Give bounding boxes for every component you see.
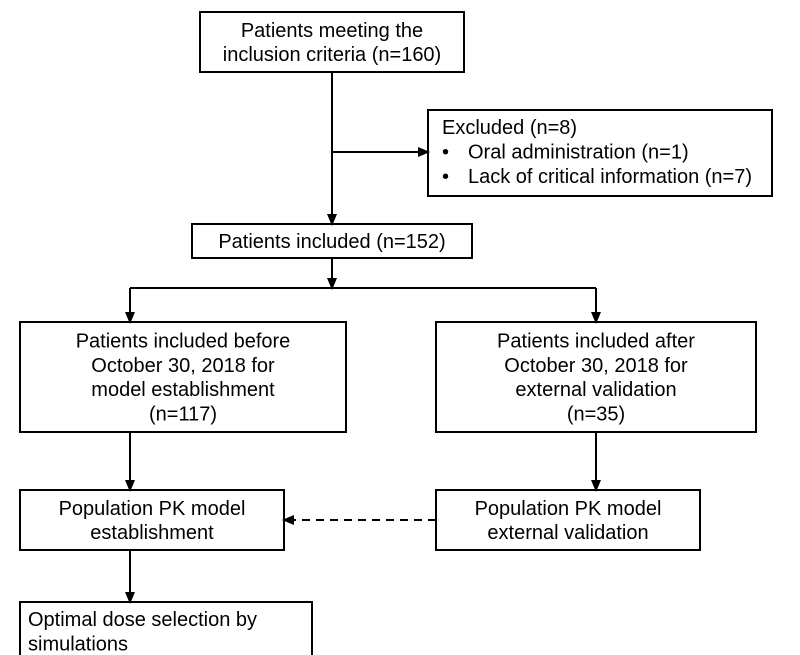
svg-text:•: •: [442, 166, 449, 188]
node-inclusion: Patients meeting theinclusion criteria (…: [200, 12, 464, 72]
svg-text:Excluded (n=8): Excluded (n=8): [442, 117, 577, 139]
svg-text:Optimal dose selection by: Optimal dose selection by: [28, 609, 257, 631]
svg-text:simulations: simulations: [28, 633, 128, 655]
svg-text:Patients meeting the: Patients meeting the: [241, 20, 423, 42]
svg-text:(n=35): (n=35): [567, 404, 625, 426]
node-validation-set: Patients included after October 30, 2018 …: [436, 322, 756, 432]
node-model-set: Patients included before October 30, 2018…: [20, 322, 346, 432]
svg-text:Patients included after: Patients included after: [497, 330, 695, 352]
svg-text:external validation: external validation: [515, 379, 676, 401]
svg-text:establishment: establishment: [90, 522, 214, 544]
svg-text:inclusion criteria (n=160): inclusion criteria (n=160): [223, 44, 441, 66]
svg-text:Lack of critical information (: Lack of critical information (n=7): [468, 166, 752, 188]
node-pk-establish: Population PK modelestablishment: [20, 490, 284, 550]
svg-text:(n=117): (n=117): [149, 404, 217, 426]
svg-text:October 30, 2018 for: October 30, 2018 for: [91, 355, 275, 377]
svg-text:Population PK model: Population PK model: [59, 498, 246, 520]
node-excluded: Excluded (n=8)•Oral administration (n=1)…: [428, 110, 772, 196]
node-included: Patients included (n=152): [192, 224, 472, 258]
svg-text:model establishment: model establishment: [91, 379, 275, 401]
svg-text:Patients included (n=152): Patients included (n=152): [218, 231, 445, 253]
node-pk-ext-valid: Population PK modelexternal validation: [436, 490, 700, 550]
svg-text:external validation: external validation: [487, 522, 648, 544]
node-optimal: Optimal dose selection bysimulations: [20, 602, 312, 655]
svg-text:Patients included before: Patients included before: [76, 330, 291, 352]
svg-text:Oral administration (n=1): Oral administration (n=1): [468, 141, 689, 163]
svg-text:October 30, 2018 for: October 30, 2018 for: [504, 355, 688, 377]
svg-text:•: •: [442, 141, 449, 163]
svg-text:Population PK model: Population PK model: [475, 498, 662, 520]
